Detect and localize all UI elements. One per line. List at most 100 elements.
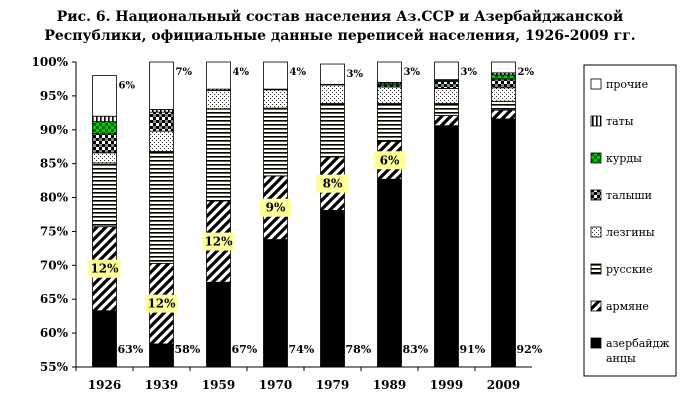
legend-swatch-азербайджанцы xyxy=(590,337,602,349)
bar-segment-таты-1979 xyxy=(320,83,345,86)
x-tick-label: 2009 xyxy=(487,378,520,392)
bar-segment-лезгины-1939 xyxy=(149,130,174,152)
bar-segment-прочие-1926 xyxy=(92,75,117,117)
bar-segment-лезгины-1979 xyxy=(320,84,345,104)
bar-segment-талыши-1999 xyxy=(434,81,459,89)
bar-segment-русские-1999 xyxy=(434,102,459,116)
y-tick-label: 70% xyxy=(40,258,69,272)
x-tick-label: 1959 xyxy=(202,378,235,392)
bar-segment-курды-2009 xyxy=(491,74,516,80)
data-label-азербайджанцы-1999: 91% xyxy=(460,343,486,356)
data-label-азербайджанцы-2009: 92% xyxy=(517,343,543,356)
bar-segment-азербайджанцы-1970 xyxy=(263,239,288,368)
bar-segment-армяне-1970 xyxy=(263,175,288,240)
data-label-прочие-1939: 7% xyxy=(176,67,193,78)
bar-segment-азербайджанцы-1979 xyxy=(320,210,345,368)
bar-segment-таты-1926 xyxy=(92,115,117,123)
data-label-азербайджанцы-1959: 67% xyxy=(232,343,258,356)
data-label-армяне-1959: 12% xyxy=(204,235,233,249)
bar-segment-прочие-1999 xyxy=(434,61,459,81)
legend-swatch-лезгины xyxy=(590,226,602,238)
bar-segment-азербайджанцы-1939 xyxy=(149,343,174,368)
bar-segment-армяне-1989 xyxy=(377,140,402,180)
chart-title: Рис. 6. Национальный состав населения Аз… xyxy=(56,9,624,25)
bar-segment-лезгины-1926 xyxy=(92,152,117,164)
bar-segment-русские-2009 xyxy=(491,100,516,111)
bar-segment-азербайджанцы-1959 xyxy=(206,281,231,368)
y-tick-label: 85% xyxy=(40,157,69,171)
y-tick-label: 100% xyxy=(32,55,69,69)
y-tick-label: 75% xyxy=(40,224,69,238)
data-label-азербайджанцы-1939: 58% xyxy=(175,343,201,356)
data-label-background xyxy=(202,232,235,251)
bar-segment-русские-1970 xyxy=(263,107,288,177)
bar-segment-азербайджанцы-1926 xyxy=(92,310,117,368)
legend-label-азербайджанцы: азербайдж xyxy=(606,337,670,350)
y-tick-label: 80% xyxy=(40,191,69,205)
y-tick-label: 60% xyxy=(40,326,69,340)
bar-segment-таты-1970 xyxy=(263,88,288,91)
legend-label-талыши: талыши xyxy=(606,189,652,202)
data-label-background xyxy=(145,294,178,313)
bar-segment-русские-1979 xyxy=(320,102,345,158)
bar-segment-лезгины-1970 xyxy=(263,89,288,109)
bar-segment-лезгины-1989 xyxy=(377,86,402,104)
bar-segment-русские-1989 xyxy=(377,102,402,142)
bar-segment-армяне-1959 xyxy=(206,200,231,283)
bar-segment-азербайджанцы-1999 xyxy=(434,125,459,368)
legend-swatch-русские xyxy=(590,263,602,275)
bar-segment-азербайджанцы-1989 xyxy=(377,178,402,368)
bar-segment-талыши-1926 xyxy=(92,133,117,154)
bar-segment-прочие-1989 xyxy=(377,61,402,83)
legend-swatch-армяне xyxy=(590,300,602,312)
bar-segment-русские-1939 xyxy=(149,151,174,264)
data-label-армяне-1979: 8% xyxy=(323,177,343,191)
y-tick-label: 95% xyxy=(40,89,69,103)
data-label-азербайджанцы-1989: 83% xyxy=(403,343,429,356)
bar-segment-таты-1989 xyxy=(377,81,402,85)
legend-swatch-таты xyxy=(590,115,602,127)
bar-segment-таты-1999 xyxy=(434,79,459,81)
bar-segment-армяне-1926 xyxy=(92,226,117,312)
legend-label-лезгины: лезгины xyxy=(606,226,655,239)
bar-segment-талыши-2009 xyxy=(491,78,516,89)
bar-segment-прочие-1959 xyxy=(206,61,231,90)
bar-segment-армяне-2009 xyxy=(491,109,516,120)
data-label-прочие-1979: 3% xyxy=(347,69,364,80)
bar-segment-курды-1926 xyxy=(92,121,117,135)
bar-segment-таты-2009 xyxy=(491,72,516,76)
bar-segment-прочие-1979 xyxy=(320,63,345,85)
bar-segment-талыши-1989 xyxy=(377,84,402,88)
data-label-азербайджанцы-1979: 78% xyxy=(346,343,372,356)
data-label-армяне-1970: 9% xyxy=(266,201,286,215)
legend-label-русские: русские xyxy=(606,263,653,276)
bar-segment-армяне-1939 xyxy=(149,262,174,345)
legend-box xyxy=(583,64,677,377)
bar-segment-лезгины-2009 xyxy=(491,87,516,102)
data-label-армяне-1989: 6% xyxy=(380,153,400,167)
bar-segment-армяне-1979 xyxy=(320,156,345,211)
data-label-прочие-2009: 2% xyxy=(518,67,535,78)
x-tick-label: 1926 xyxy=(88,378,121,392)
data-label-армяне-1926: 12% xyxy=(90,262,119,276)
bar-segment-русские-1959 xyxy=(206,108,231,202)
data-label-background xyxy=(259,198,292,217)
data-label-прочие-1959: 4% xyxy=(233,67,250,78)
data-label-армяне-1939: 12% xyxy=(147,297,176,311)
bar-segment-таты-1939 xyxy=(149,109,174,113)
bar-segment-лезгины-1999 xyxy=(434,88,459,104)
y-tick-label: 90% xyxy=(40,123,69,137)
x-tick-label: 1970 xyxy=(259,378,292,392)
legend-label-азербайджанцы: анцы xyxy=(606,352,636,365)
data-label-прочие-1926: 6% xyxy=(119,81,136,92)
y-tick-label: 55% xyxy=(40,360,69,374)
chart-subtitle: Республики, официальные данные переписей… xyxy=(44,28,636,44)
x-tick-label: 1999 xyxy=(430,378,463,392)
bar-segment-талыши-1939 xyxy=(149,111,174,132)
y-tick-label: 65% xyxy=(40,292,69,306)
bar-segment-курды-1999 xyxy=(434,79,459,83)
bar-segment-русские-1926 xyxy=(92,162,117,228)
data-label-прочие-1999: 3% xyxy=(461,67,478,78)
